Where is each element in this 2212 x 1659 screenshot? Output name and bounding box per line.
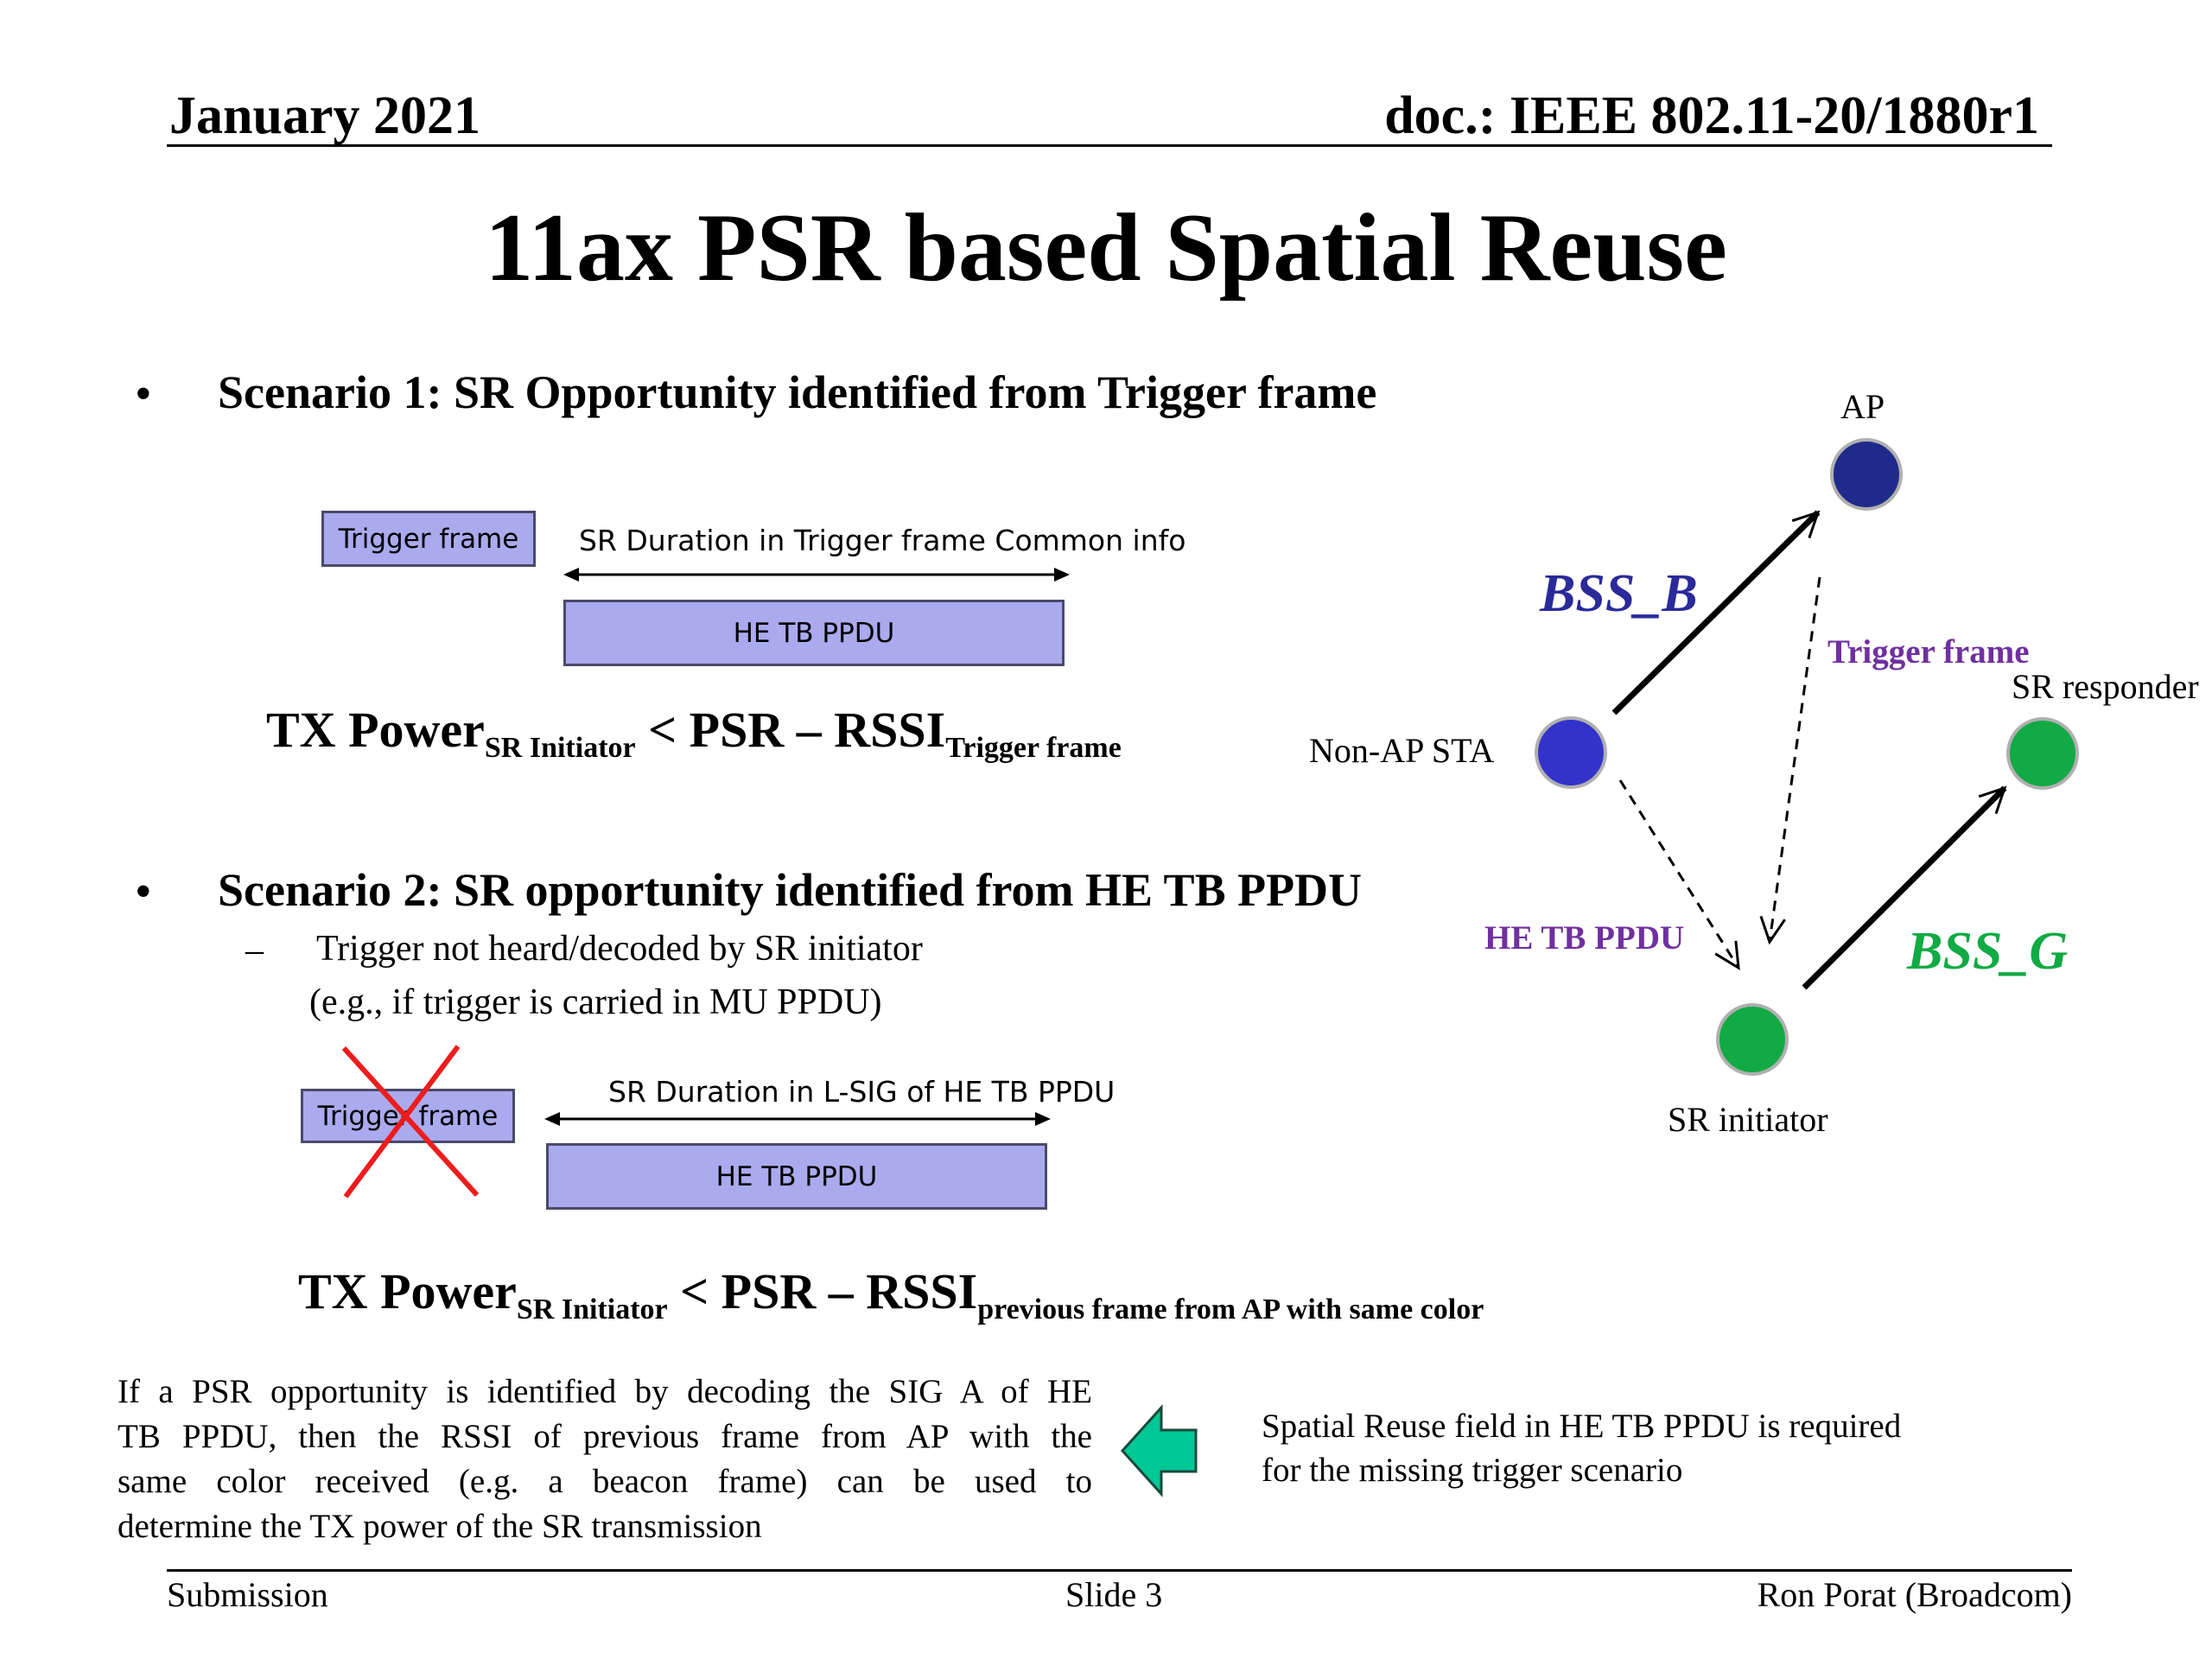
non-ap-sta-label: Non-AP STA xyxy=(1309,731,1495,770)
scenario2-duration-label: SR Duration in L-SIG of HE TB PPDU xyxy=(608,1075,1116,1109)
arrow-left-icon xyxy=(1120,1404,1198,1497)
slide-title: 11ax PSR based Spatial Reuse xyxy=(485,194,1727,302)
scenario1-ppdu-box: HE TB PPDU xyxy=(563,600,1065,666)
footer-submission: Submission xyxy=(167,1575,328,1614)
scenario1-duration-label: SR Duration in Trigger frame Common info xyxy=(579,524,1186,557)
header-date: January 2021 xyxy=(169,86,480,145)
ap-label: AP xyxy=(1840,387,1885,426)
sr-responder-label: SR responder xyxy=(2012,667,2199,706)
he-tb-ppdu-tag: HE TB PPDU xyxy=(1484,919,1685,957)
footer-rule xyxy=(167,1569,2072,1572)
formula-sub-initiator: SR Initiator xyxy=(516,1294,668,1325)
scenario2-sub-line1: Trigger not heard/decoded by SR initiato… xyxy=(316,929,923,969)
bss-b-link xyxy=(1611,510,1821,715)
paragraph-line: same color received (e.g. a beacon frame… xyxy=(118,1463,1092,1500)
paragraph-line: determine the TX power of the SR transmi… xyxy=(118,1508,762,1545)
formula-main: TX Power xyxy=(298,1263,517,1319)
bullet-marker: • xyxy=(135,367,152,421)
scenario2-formula: TX PowerSR Initiator < PSR – RSSIpreviou… xyxy=(298,1262,1484,1340)
footer-slide-number: Slide 3 xyxy=(1065,1575,1163,1614)
formula-main: TX Power xyxy=(266,702,485,758)
header-doc-id: doc.: IEEE 802.11-20/1880r1 xyxy=(1384,86,2039,145)
scenario1-trigger-box: Trigger frame xyxy=(321,511,536,567)
bss-g-link xyxy=(1802,785,2007,990)
scenario2-ppdu-box: HE TB PPDU xyxy=(546,1143,1047,1210)
formula-sub-frame: Trigger frame xyxy=(945,732,1122,764)
bss-b-label: BSS_B xyxy=(1540,564,1698,623)
scenario1-formula: TX PowerSR Initiator < PSR – RSSITrigger… xyxy=(266,700,1122,779)
sub-bullet-dash: – xyxy=(245,931,264,970)
trigger-frame-link xyxy=(1759,576,1821,945)
scenario2-bullet: Scenario 2: SR opportunity identified fr… xyxy=(218,864,1363,916)
ap-node xyxy=(1830,438,1903,511)
bss-g-label: BSS_G xyxy=(1907,922,2069,981)
sr-initiator-node xyxy=(1716,1003,1789,1076)
trigger-frame-tag: Trigger frame xyxy=(1827,633,2030,671)
paragraph-line: If a PSR opportunity is identified by de… xyxy=(118,1373,1092,1410)
bullet-marker: • xyxy=(135,865,152,918)
scenario1-duration-arrow xyxy=(563,568,1070,582)
sr-responder-node xyxy=(2006,717,2079,790)
footer-author: Ron Porat (Broadcom) xyxy=(1757,1575,2072,1614)
explanation-paragraph: If a PSR opportunity is identified by de… xyxy=(118,1370,1092,1549)
note-line: Spatial Reuse field in HE TB PPDU is req… xyxy=(1262,1408,1902,1445)
scenario2-duration-arrow xyxy=(544,1112,1051,1126)
non-ap-sta-node xyxy=(1535,716,1607,789)
formula-middle: < PSR – RSSI xyxy=(635,702,946,758)
scenario2-sub-line2: (e.g., if trigger is carried in MU PPDU) xyxy=(309,982,882,1022)
formula-middle: < PSR – RSSI xyxy=(667,1263,978,1319)
formula-sub-frame: previous frame from AP with same color xyxy=(977,1294,1484,1325)
formula-sub-initiator: SR Initiator xyxy=(484,732,636,764)
scenario1-bullet: Scenario 1: SR Opportunity identified fr… xyxy=(218,366,1377,418)
paragraph-line: TB PPDU, then the RSSI of previous frame… xyxy=(118,1418,1092,1455)
header-rule xyxy=(167,144,2052,147)
he-tb-ppdu-link xyxy=(1618,779,1740,970)
note-line: for the missing trigger scenario xyxy=(1262,1452,1683,1489)
sr-initiator-label: SR initiator xyxy=(1668,1100,1828,1139)
cross-icon xyxy=(341,1045,480,1198)
spatial-reuse-note: Spatial Reuse field in HE TB PPDU is req… xyxy=(1262,1404,1901,1492)
